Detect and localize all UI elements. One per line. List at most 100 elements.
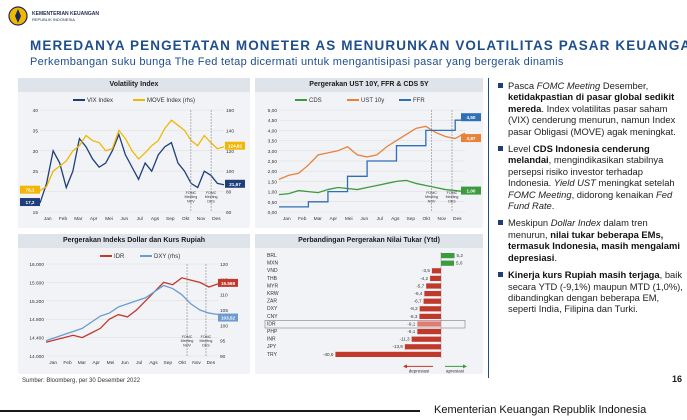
fx-bar — [411, 336, 441, 342]
ust-end-label-bg — [461, 134, 481, 143]
x-tick-label: Feb — [59, 216, 68, 222]
x-tick-label: Okt — [182, 216, 190, 222]
emblem-icon — [8, 6, 28, 26]
dxy-end-label-bg — [218, 313, 238, 322]
page-number: 16 — [672, 374, 683, 384]
category-label: PHP — [267, 329, 278, 335]
page-title: MEREDANYA PENGETATAN MONETER AS MENURUNK… — [30, 38, 687, 53]
fx-bar — [419, 306, 441, 312]
legend-pos-label: apresiasi — [446, 368, 464, 373]
y-tick-label: 3,50 — [268, 139, 278, 145]
fx-bar — [426, 283, 441, 289]
y-tick-label: 15 — [33, 210, 39, 216]
x-tick-label: Ags — [391, 216, 400, 222]
value-label: -5,7 — [416, 283, 424, 288]
category-label: KRW — [267, 291, 279, 297]
category-label: ZAR — [267, 299, 277, 305]
fomc-annotation: FOMC Meeting NOV — [184, 191, 197, 203]
y-tick-label: 2,50 — [268, 159, 278, 165]
x-tick-label: Jul — [136, 360, 142, 366]
cds-end-label-bg — [461, 186, 481, 195]
x-tick-label: Apr — [90, 216, 98, 222]
y2-tick-label: 120 — [220, 262, 228, 268]
arrow-right-icon — [463, 364, 467, 369]
bullet-list: Pasca FOMC Meeting Desember, ketidakpast… — [498, 80, 684, 321]
y-tick-label: 2,00 — [268, 169, 278, 175]
fx-bar — [441, 253, 455, 259]
x-tick-label: Nov — [197, 216, 206, 222]
fx-title: Perbandingan Pergerakan Nilai Tukar (Ytd… — [255, 234, 483, 248]
logo-line2: REPUBLIK INDONESIA — [32, 16, 75, 22]
y2-tick-label: 80 — [226, 190, 232, 196]
value-label: -8,3 — [409, 314, 417, 319]
fx-bar — [423, 298, 441, 304]
category-label: MXN — [267, 261, 279, 267]
y2-tick-label: 105 — [220, 308, 228, 314]
footer-text: Kementerian Keuangan Republik Indonesia — [434, 404, 647, 416]
y-tick-label: 1,50 — [268, 179, 278, 185]
vix-start-label-bg — [20, 198, 40, 207]
value-label: 5,0 — [456, 261, 463, 266]
fx-panel: Perbandingan Pergerakan Nilai Tukar (Ytd… — [255, 234, 483, 374]
x-tick-label: Jan — [283, 216, 291, 222]
fx-bar — [441, 260, 454, 266]
value-label: -9,1 — [407, 329, 415, 334]
dxy-title: Pergerakan Indeks Dollar dan Kurs Rupiah — [18, 234, 250, 248]
vix-end-label-bg — [225, 179, 245, 188]
y-tick-label: 1,00 — [268, 190, 278, 196]
column-divider — [488, 78, 489, 378]
y-tick-label: 4,00 — [268, 128, 278, 134]
x-tick-label: Mar — [78, 360, 87, 366]
y-tick-label: 30 — [33, 149, 39, 155]
legend-label: IDR — [114, 254, 125, 260]
y-tick-label: 3,00 — [268, 149, 278, 155]
x-tick-label: Okt — [423, 216, 431, 222]
category-label: TRY — [267, 352, 278, 358]
bullet-text: Level CDS Indonesia cenderung melandai, … — [508, 143, 675, 212]
y-tick-label: 40 — [33, 108, 39, 114]
series-line — [278, 179, 466, 196]
x-tick-label: Jul — [377, 216, 383, 222]
x-tick-label: Des — [207, 360, 216, 366]
source-note: Sumber: Bloomberg, per 30 Desember 2022 — [22, 378, 141, 384]
volatility-panel: Volatility Index VIX Index MOVE Index (rh… — [18, 78, 250, 228]
y2-tick-label: 140 — [226, 128, 234, 134]
x-tick-label: Jun — [360, 216, 368, 222]
y-tick-label: 14.000 — [29, 354, 44, 360]
value-label: -8,2 — [410, 306, 418, 311]
category-label: VND — [267, 268, 278, 274]
y-tick-label: 15.600 — [29, 280, 44, 286]
y2-tick-label: 100 — [226, 169, 234, 175]
series-line — [39, 132, 225, 204]
bullet-item: Kinerja kurs Rupiah masih terjaga, baik … — [498, 269, 684, 315]
ust-panel: Pergerakan UST 10Y, FFR & CDS 5Y CDS UST … — [255, 78, 483, 228]
category-label: BRL — [267, 253, 277, 259]
arrow-left-icon — [403, 364, 407, 369]
bullet-text: Meskipun Dollar Index dalam tren menurun… — [508, 217, 680, 263]
series-line — [45, 284, 219, 342]
y-tick-label: 14.400 — [29, 336, 44, 342]
x-tick-label: Mei — [107, 360, 115, 366]
category-label: INR — [267, 337, 276, 343]
series-line — [279, 119, 465, 208]
bullet-marker-icon — [498, 83, 503, 88]
fomc-annotation: FOMC Meeting NOV — [425, 191, 438, 203]
x-tick-label: Mei — [345, 216, 353, 222]
vix-end-label: 21,67 — [229, 182, 241, 187]
fx-bar — [424, 291, 441, 297]
fomc-annotation: FOMC Meeting DES — [200, 335, 213, 347]
fx-bar — [431, 268, 441, 274]
bullet-item: Level CDS Indonesia cenderung melandai, … — [498, 143, 684, 211]
ust-chart: CDS UST 10y FFR 0,00 0,50 1,00 1,50 2,00 2,50 3,0… — [268, 98, 481, 222]
y-tick-label: 0,00 — [268, 210, 278, 216]
ffr-end-label-bg — [461, 113, 481, 122]
x-tick-label: Sep — [164, 360, 173, 366]
value-label: -6,4 — [414, 291, 422, 296]
x-tick-label: Jul — [137, 216, 143, 222]
move-end-label: 124,82 — [228, 144, 242, 149]
legend-label: CDS — [309, 98, 322, 104]
legend-neg-label: depresiasi — [409, 368, 430, 373]
fx-bar — [335, 351, 441, 357]
ministry-logo: KEMENTERIAN KEUANGAN REPUBLIK INDONESIA — [8, 6, 99, 26]
